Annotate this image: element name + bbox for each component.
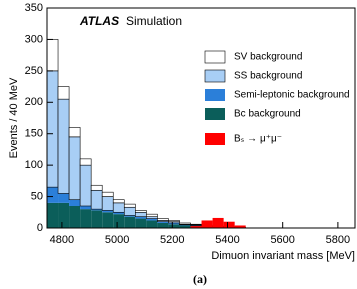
legend-label: Semi-leptonic background [234, 90, 350, 101]
legend-swatch [204, 50, 226, 64]
bar-segment [47, 187, 59, 203]
y-tick-label: 150 [25, 128, 43, 140]
y-tick-label: 300 [25, 33, 43, 45]
signal-bar [201, 220, 213, 228]
bar-segment [79, 158, 92, 166]
bar-segment [113, 214, 125, 228]
signal-bar [223, 221, 235, 228]
bar-segment [157, 221, 169, 223]
bar-segment [146, 220, 158, 228]
y-tick-label: 50 [31, 190, 43, 202]
signal-bar [190, 226, 202, 228]
legend-label: Bₛ → μ⁺μ⁻ [234, 134, 282, 145]
bar-segment [113, 212, 125, 215]
bar-segment [80, 206, 92, 210]
bar-segment [101, 196, 114, 211]
bar-segment [58, 193, 70, 203]
bar-segment [168, 220, 180, 223]
bar-segment [101, 191, 114, 197]
bar-segment [102, 212, 114, 228]
bar-segment [124, 215, 136, 217]
x-tick-label: 5400 [215, 234, 239, 246]
atlas-sub: Simulation [126, 14, 182, 28]
legend-swatch [204, 69, 226, 83]
bar-segment [157, 222, 169, 228]
y-tick-label: 200 [25, 96, 43, 108]
bar-segment [91, 210, 103, 228]
bar-segment [69, 206, 81, 228]
bar-segment [46, 70, 59, 188]
atlas-label: ATLAS [79, 14, 119, 28]
bar-segment [57, 98, 70, 194]
bar-segment [80, 209, 92, 228]
bar-segment [135, 211, 147, 217]
bar-segment [90, 184, 103, 191]
x-tick-label: 5800 [326, 234, 350, 246]
x-tick-label: 5600 [270, 234, 294, 246]
bar-segment [157, 218, 169, 221]
bar-segment [46, 39, 59, 72]
legend-label: SS background [234, 71, 302, 82]
bar-segment [90, 189, 103, 210]
signal-bar [212, 217, 224, 228]
legend-label: Bc background [234, 109, 301, 120]
x-tick-label: 4800 [50, 234, 74, 246]
bar-segment [124, 216, 136, 228]
bar-segment [123, 206, 136, 216]
bar-segment [179, 225, 191, 228]
legend-swatch [205, 89, 225, 101]
bar-segment [135, 218, 147, 228]
bar-segment [57, 86, 70, 100]
bar-segment [112, 199, 125, 204]
y-axis-label: Events / 40 MeV [8, 77, 20, 158]
bar-segment [123, 203, 136, 208]
bar-segment [79, 164, 92, 207]
caption: (a) [193, 272, 207, 286]
bar-segment [135, 216, 147, 219]
legend-swatch [205, 108, 225, 120]
bar-segment [69, 199, 81, 206]
bar-segment [68, 136, 81, 201]
bar-segment [168, 224, 180, 228]
y-tick-label: 100 [25, 159, 43, 171]
y-tick-label: 0 [37, 222, 43, 234]
bar-segment [168, 222, 180, 225]
signal-bar [234, 225, 246, 228]
bar-segment [179, 224, 191, 226]
bar-segment [58, 202, 70, 228]
bar-segment [112, 202, 125, 213]
bar-segment [190, 225, 202, 227]
y-tick-label: 250 [25, 65, 43, 77]
legend-label: SV background [234, 52, 302, 63]
bar-segment [190, 223, 202, 226]
bar-segment [102, 210, 114, 213]
bar-segment [146, 218, 158, 221]
y-tick-label: 350 [25, 2, 43, 14]
plot-frame [46, 7, 356, 229]
bar-segment [91, 209, 103, 211]
bar-segment [68, 127, 81, 138]
bar-segment [146, 213, 158, 217]
bar-segment [135, 210, 147, 213]
legend-swatch [205, 133, 225, 145]
x-tick-label: 5000 [105, 234, 129, 246]
bar-segment [179, 222, 191, 225]
x-tick-label: 5200 [160, 234, 184, 246]
bar-segment [47, 202, 59, 228]
x-axis-label: Dimuon invariant mass [MeV] [211, 250, 355, 262]
